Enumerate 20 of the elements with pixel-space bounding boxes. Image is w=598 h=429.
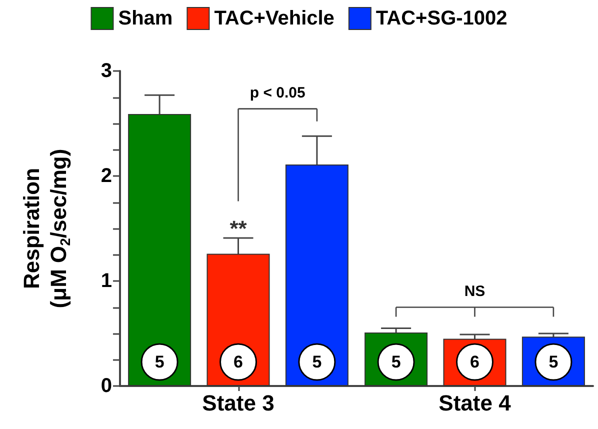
annotation: 6 bbox=[234, 352, 243, 372]
y-tick-label: 1 bbox=[100, 270, 112, 292]
bar bbox=[285, 164, 348, 386]
x-tick-label: State 4 bbox=[438, 390, 512, 416]
annotation: NS bbox=[464, 282, 486, 300]
annotation: 6 bbox=[470, 352, 480, 372]
legend-label: Sham bbox=[118, 8, 173, 30]
legend-label: TAC+SG-1002 bbox=[376, 8, 508, 30]
bar bbox=[128, 114, 192, 386]
annotation: p < 0.05 bbox=[250, 84, 306, 102]
x-tick-label: State 3 bbox=[202, 390, 274, 416]
annotation: 5 bbox=[154, 352, 164, 372]
annotation: 5 bbox=[391, 352, 401, 372]
y-tick-label: 0 bbox=[100, 375, 112, 397]
y-tick-label: 3 bbox=[100, 60, 112, 82]
annotation: 5 bbox=[312, 352, 322, 372]
annotation: 5 bbox=[548, 352, 558, 372]
legend-label: TAC+Vehicle bbox=[214, 8, 334, 30]
annotation: ** bbox=[230, 216, 248, 241]
y-tick-label: 2 bbox=[100, 165, 112, 187]
